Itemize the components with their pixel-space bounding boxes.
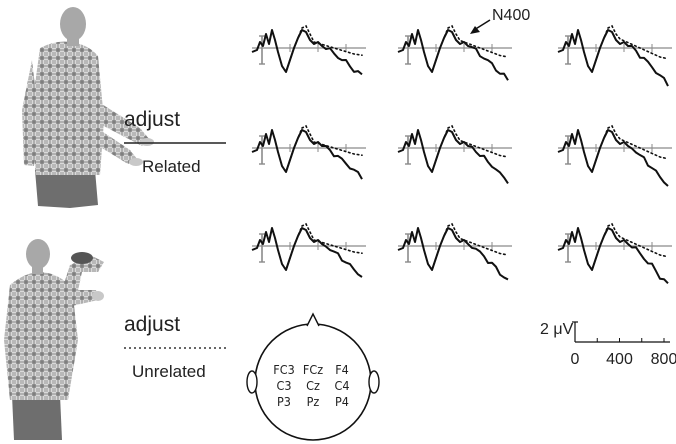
unrelated-waveform-trace (587, 222, 669, 272)
amplitude-scale-label: 2 μV (540, 321, 574, 338)
related-waveform-trace (251, 227, 363, 278)
head-right-ear (368, 370, 380, 394)
electrode-label: FC3 (273, 362, 294, 377)
head-left-ear (246, 370, 258, 394)
related-waveform-trace (397, 227, 509, 281)
n400-label: N400 (492, 7, 530, 24)
waveform-panel (397, 222, 512, 281)
related-waveform-trace (557, 29, 669, 87)
waveform-panel (557, 222, 672, 285)
n400-annotation: N400 (470, 7, 530, 34)
head-nose (306, 312, 320, 327)
related-word-label: adjust (124, 108, 180, 131)
waveform-panel (251, 222, 366, 278)
waveform-panel (557, 24, 672, 87)
time-tick-label: 400 (606, 351, 633, 368)
waveform-panel (397, 124, 512, 184)
electrode-label: FCz (303, 362, 323, 377)
scale-bar: 2 μV 0 400 800 (540, 321, 676, 368)
unrelated-condition-label: Unrelated (132, 362, 206, 381)
electrode-label: Pz (307, 394, 320, 409)
related-waveform-trace (397, 129, 509, 184)
electrode-head-map: FC3 FCz F4 C3 Cz C4 P3 Pz P4 (246, 312, 380, 441)
electrode-label: C4 (334, 378, 349, 393)
signer-unrelated-photo (4, 239, 104, 440)
waveform-panel (251, 24, 366, 76)
related-waveform-trace (251, 129, 363, 180)
electrode-label: F4 (335, 362, 349, 377)
n400-arrow-head (470, 26, 480, 34)
electrode-label: Cz (306, 378, 320, 393)
signer-related-photo (22, 7, 154, 208)
related-waveform-trace (557, 129, 669, 187)
related-condition-label: Related (142, 157, 201, 176)
unrelated-waveform-trace (587, 24, 669, 74)
time-tick-label: 800 (651, 351, 676, 368)
waveform-panel (397, 24, 512, 81)
electrode-label: P3 (277, 394, 291, 409)
waveform-grid (251, 24, 672, 285)
electrode-labels: FC3 FCz F4 C3 Cz C4 P3 Pz P4 (273, 362, 349, 409)
waveform-panel (251, 124, 366, 180)
time-tick-label: 0 (571, 351, 580, 368)
time-axis-ticks: 0 400 800 (571, 338, 676, 368)
related-waveform-trace (251, 29, 363, 76)
related-waveform-trace (397, 29, 509, 81)
unrelated-waveform-trace (587, 124, 669, 174)
unrelated-word-label: adjust (124, 313, 180, 336)
electrode-label: C3 (276, 378, 291, 393)
waveform-panel (557, 124, 672, 187)
electrode-label: P4 (335, 394, 349, 409)
related-waveform-trace (557, 227, 669, 285)
